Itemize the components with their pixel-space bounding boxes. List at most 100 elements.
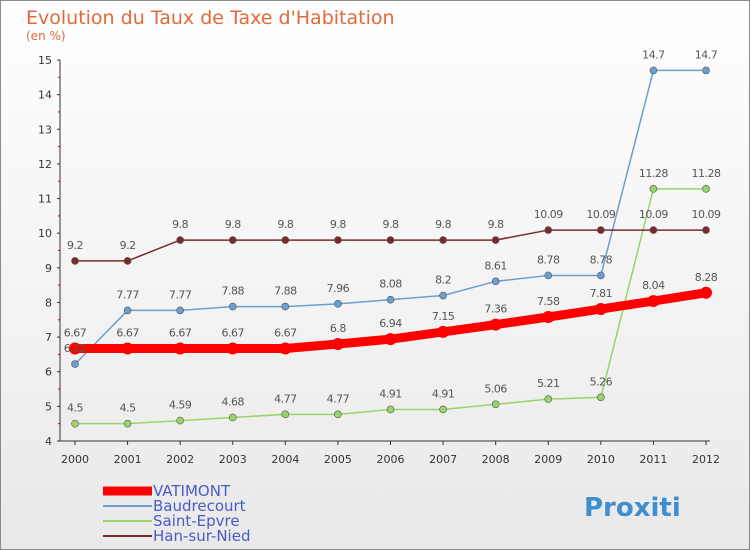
data-label-baudrecourt: 8.61 [484,259,507,272]
point-saint-epvre [228,413,237,422]
x-tick-label: 2007 [429,453,457,466]
data-label-baudrecourt: 7.77 [116,288,139,301]
data-label-baudrecourt: 6.22 [64,342,87,355]
series-lines [69,66,712,428]
data-label-han-sur-nied: 9.8 [330,218,346,231]
y-tick-label: 14 [38,89,52,102]
data-label-saint-epvre: 4.5 [120,402,136,415]
point-baudrecourt [386,295,395,304]
data-label-saint-epvre: 4.77 [274,392,297,405]
data-label-han-sur-nied: 9.8 [225,218,241,231]
data-label-han-sur-nied: 9.8 [488,218,504,231]
point-baudrecourt [334,300,342,308]
proxiti-logo: Proxiti [584,493,681,523]
data-label-han-sur-nied: 9.8 [172,218,188,231]
data-label-baudrecourt: 8.78 [537,253,560,266]
point-vatimont [437,325,450,338]
point-vatimont [700,286,712,299]
data-label-vatimont: 6.94 [379,317,402,330]
point-han-sur-nied [123,257,132,265]
point-saint-epvre [71,419,79,428]
x-tick-label: 2002 [166,453,194,466]
point-baudrecourt [649,66,658,75]
y-tick-label: 8 [45,296,52,309]
point-vatimont [121,342,134,355]
data-label-baudrecourt: 14.7 [695,48,718,61]
point-vatimont [542,311,555,324]
data-label-saint-epvre: 11.28 [692,167,721,180]
data-label-vatimont: 7.15 [432,310,455,323]
data-label-baudrecourt: 7.88 [222,285,245,298]
x-tick-label: 2009 [534,453,562,466]
data-label-han-sur-nied: 10.09 [534,208,563,221]
point-baudrecourt [491,277,500,286]
point-baudrecourt [597,271,605,280]
data-label-vatimont: 7.36 [484,303,507,316]
data-label-vatimont: 7.58 [537,295,560,308]
point-saint-epvre [597,393,605,402]
point-saint-epvre [123,419,132,428]
data-label-baudrecourt: 7.77 [169,288,192,301]
legend-label-han-sur-nied: Han-sur-Nied [153,527,250,545]
x-tick-label: 2011 [639,453,667,466]
point-baudrecourt [228,302,237,311]
point-han-sur-nied [544,226,553,234]
y-tick-label: 10 [38,227,52,240]
data-label-saint-epvre: 5.06 [484,382,507,395]
data-label-saint-epvre: 5.26 [590,375,613,388]
chart-title: Evolution du Taux de Taxe d'Habitation [26,7,395,29]
point-han-sur-nied [71,257,79,265]
x-tick-label: 2000 [61,453,89,466]
point-baudrecourt [71,360,79,368]
data-label-baudrecourt: 14.7 [642,48,665,61]
y-tick-label: 12 [38,158,52,171]
data-label-vatimont: 6.67 [116,327,139,340]
y-tick-label: 15 [38,54,52,67]
data-label-han-sur-nied: 9.8 [277,218,293,231]
data-labels: 6.22 7.77 7.77 7.88 7.88 7.96 8.08 8.2 8.61 8.78 8… [64,48,722,415]
point-baudrecourt [439,291,447,300]
legend-label-saint-epvre: Saint-Epvre [153,512,240,530]
data-label-vatimont: 6.8 [330,322,346,335]
point-saint-epvre [544,395,553,403]
data-label-han-sur-nied: 9.8 [435,218,451,231]
y-tick-label: 4 [45,435,52,448]
point-han-sur-nied [649,226,658,234]
point-saint-epvre [649,185,658,193]
point-vatimont [594,303,607,316]
point-baudrecourt [281,302,290,311]
point-saint-epvre [386,405,395,414]
data-label-han-sur-nied: 10.09 [639,208,668,221]
data-label-vatimont: 8.04 [642,279,665,292]
point-vatimont [174,342,187,355]
legend-label-baudrecourt: Baudrecourt [153,497,246,515]
legend-label-vatimont: VATIMONT [153,482,231,500]
data-label-saint-epvre: 4.77 [327,392,350,405]
point-han-sur-nied [702,226,710,234]
point-saint-epvre [491,400,500,409]
data-label-baudrecourt: 8.2 [435,274,451,287]
data-label-vatimont: 6.67 [169,327,192,340]
data-label-saint-epvre: 4.68 [222,395,245,408]
point-han-sur-nied [597,226,605,234]
data-label-saint-epvre: 4.5 [67,402,83,415]
x-tick-label: 2001 [114,453,142,466]
data-label-saint-epvre: 4.59 [169,399,192,412]
point-saint-epvre [439,405,447,414]
point-han-sur-nied [386,236,395,244]
y-tick-label: 11 [38,193,52,206]
point-saint-epvre [702,185,710,193]
data-label-han-sur-nied: 10.09 [692,208,721,221]
point-han-sur-nied [439,236,447,244]
data-label-han-sur-nied: 9.2 [67,239,83,252]
x-tick-label: 2008 [482,453,510,466]
data-label-saint-epvre: 11.28 [639,167,668,180]
y-tick-label: 6 [45,366,52,379]
chart-subtitle: (en %) [26,29,66,43]
data-label-han-sur-nied: 10.09 [586,208,615,221]
point-vatimont [69,342,81,355]
x-tick-label: 2012 [692,453,720,466]
point-han-sur-nied [491,236,500,244]
y-tick-label: 5 [45,400,52,413]
